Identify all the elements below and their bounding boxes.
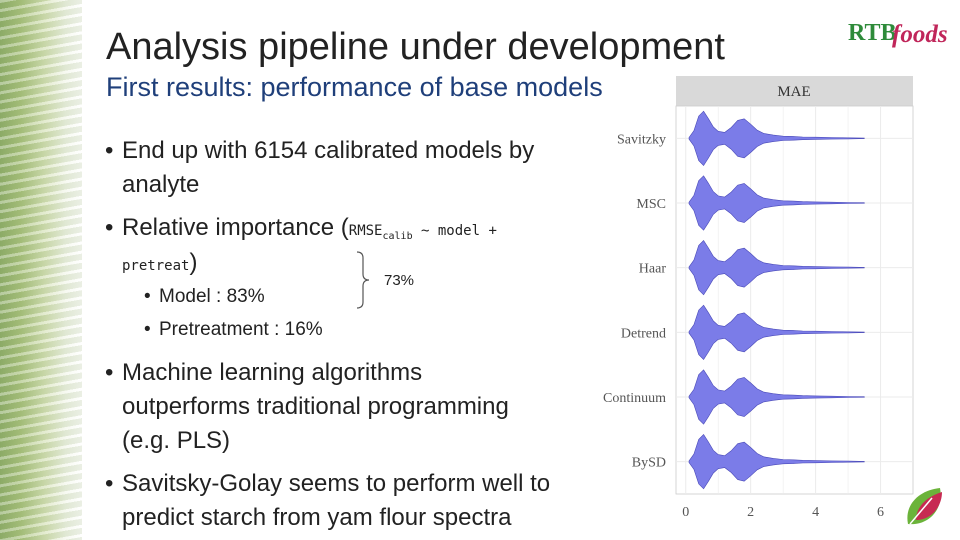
category-label: Savitzky [617, 132, 666, 147]
chart-panel-title: MAE [777, 84, 810, 100]
bullet-dot: • [144, 319, 151, 340]
slide-title: Analysis pipeline under development [106, 26, 725, 68]
bullet-line: Machine learning algorithms [122, 359, 423, 386]
x-tick-label: 4 [812, 505, 819, 520]
bullet-dot: • [105, 359, 114, 386]
violin-savitzky [688, 110, 865, 166]
x-tick-label: 0 [682, 505, 689, 520]
bullet-dot: • [105, 470, 114, 497]
bullet-relative-importance: • Relative importance (RMSEcalib ~ model… [105, 211, 582, 254]
chart-plot-area [675, 105, 914, 495]
logo-text-foods: foods [892, 21, 948, 48]
bullet-line: outperforms traditional programming [122, 393, 509, 420]
bullet-line: Savitsky-Golay seems to perform well to [122, 470, 551, 497]
chart-header-bar [676, 76, 913, 106]
bullet-line: predict starch from yam flour spectra [122, 504, 512, 531]
bullet-dot: • [144, 286, 151, 307]
brace-label: 73% [384, 272, 415, 289]
violin-continuum [688, 369, 865, 425]
sub-bullet-text: Pretreatment : 16% [159, 319, 323, 340]
rtb-foods-logo: RTB foods [848, 20, 948, 48]
bullet-relative-importance-cont: pretreat) [122, 246, 197, 283]
x-tick-label: 2 [747, 505, 754, 520]
formula-rmse-label: RMSE [348, 223, 383, 239]
category-label: Continuum [603, 391, 666, 406]
bullet-calibrated-models: • End up with 6154 calibrated models by … [105, 134, 535, 202]
category-label: BySD [632, 456, 666, 471]
violin-bysd [688, 434, 865, 490]
sub-bullet-pretreatment: • Pretreatment : 16% [144, 319, 323, 341]
sub-bullet-text: Model : 83% [159, 286, 265, 307]
slide-subtitle: First results: performance of base model… [106, 72, 603, 102]
bullet-text: Relative importance ( [122, 214, 349, 241]
bullet-dot: • [105, 137, 114, 164]
bullet-text: ) [189, 249, 198, 276]
logo-text-rtb: RTB [848, 20, 897, 46]
bullet-line: (e.g. PLS) [122, 427, 231, 454]
bullet-machine-learning: • Machine learning algorithms outperform… [105, 356, 509, 458]
formula-rest: ~ model + [412, 223, 497, 239]
category-label: Detrend [621, 326, 666, 341]
violin-msc [688, 175, 865, 231]
formula-rmse: RMSEcalib ~ model + [348, 223, 497, 242]
category-label: MSC [636, 197, 666, 212]
violin-detrend [688, 304, 865, 360]
sub-bullet-model: • Model : 83% [144, 286, 265, 308]
curly-brace [356, 251, 370, 309]
bullet-dot: • [105, 214, 114, 241]
bullet-line: End up with 6154 calibrated models by [122, 137, 535, 164]
bullet-savitsky-golay: • Savitsky-Golay seems to perform well t… [105, 467, 551, 535]
leaf-logo-icon [907, 488, 942, 525]
decorative-side-strip [0, 0, 82, 540]
bullet-line: analyte [122, 171, 200, 198]
violin-chart: MAE Savitzky MSC Haar Detrend Continuum BySD 0… [603, 76, 914, 520]
formula-pretreat: pretreat [122, 258, 190, 274]
formula-subscript: calib [382, 230, 413, 242]
category-label: Haar [639, 262, 667, 277]
violin-haar [688, 240, 865, 296]
x-tick-label: 6 [877, 505, 884, 520]
